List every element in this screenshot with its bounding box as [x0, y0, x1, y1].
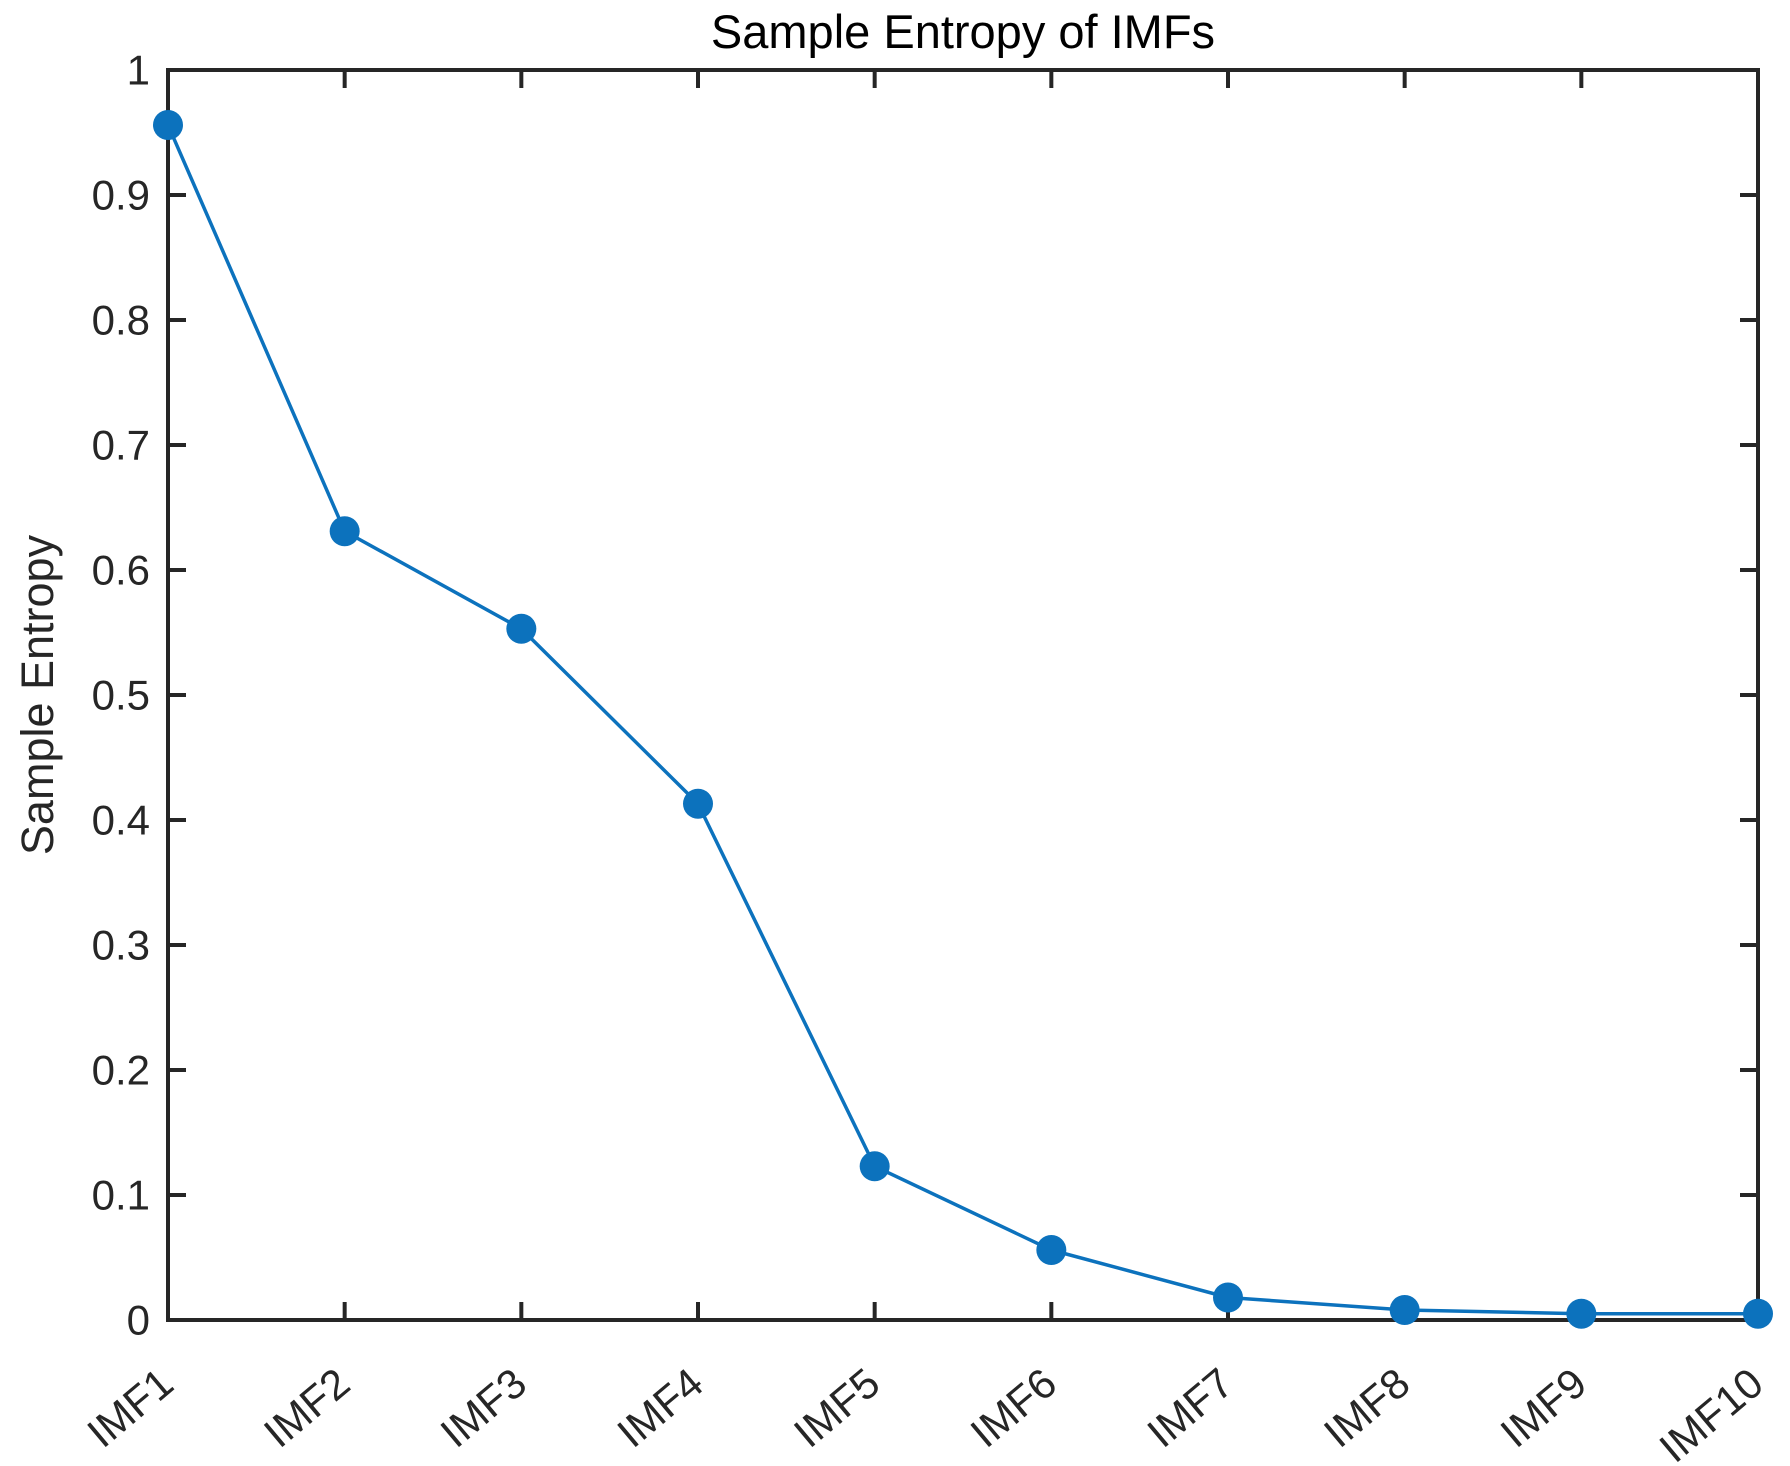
- y-tick-label: 1: [127, 47, 150, 94]
- data-point-imf1: [153, 110, 183, 140]
- x-tick-label: IMF5: [785, 1359, 888, 1457]
- series-line: [166, 124, 1758, 1316]
- data-point-imf6: [1036, 1235, 1067, 1265]
- y-tick-label: 0.6: [92, 547, 150, 594]
- data-point-imf8: [1389, 1295, 1420, 1325]
- y-tick-label: 0.2: [92, 1047, 150, 1094]
- data-point-imf3: [506, 613, 537, 644]
- x-tick-label: IMF8: [1315, 1359, 1418, 1457]
- y-tick-label: 0.5: [92, 672, 150, 719]
- data-point-imf5: [859, 1151, 890, 1182]
- x-tick-label: IMF7: [1138, 1359, 1241, 1457]
- data-point-imf2: [329, 516, 360, 547]
- data-point-imf7: [1213, 1282, 1243, 1313]
- data-point-imf9: [1566, 1298, 1597, 1329]
- x-tick-label: IMF3: [432, 1359, 535, 1457]
- plot-box: [166, 68, 1760, 1322]
- chart-title: Sample Entropy of IMFs: [710, 5, 1216, 58]
- x-tick-label: IMF10: [1650, 1359, 1771, 1466]
- x-tick-label: IMF1: [78, 1359, 181, 1457]
- x-tick-label: IMF2: [255, 1359, 358, 1457]
- y-tick-label: 0.3: [92, 922, 150, 969]
- y-axis-label: Sample Entropy: [12, 534, 63, 856]
- y-tick-label: 0.4: [92, 797, 150, 844]
- y-tick-label: 0.9: [92, 172, 150, 219]
- x-tick-label: IMF4: [608, 1359, 711, 1457]
- y-tick-label: 0: [127, 1297, 150, 1344]
- data-point-imf10: [1743, 1298, 1773, 1329]
- x-tick-label: IMF6: [962, 1359, 1065, 1457]
- y-tick-label: 0.7: [92, 422, 150, 469]
- y-tick-label: 0.1: [92, 1172, 150, 1219]
- y-tick-label: 0.8: [92, 297, 150, 344]
- data-point-imf4: [683, 788, 713, 819]
- x-tick-label: IMF9: [1492, 1359, 1595, 1457]
